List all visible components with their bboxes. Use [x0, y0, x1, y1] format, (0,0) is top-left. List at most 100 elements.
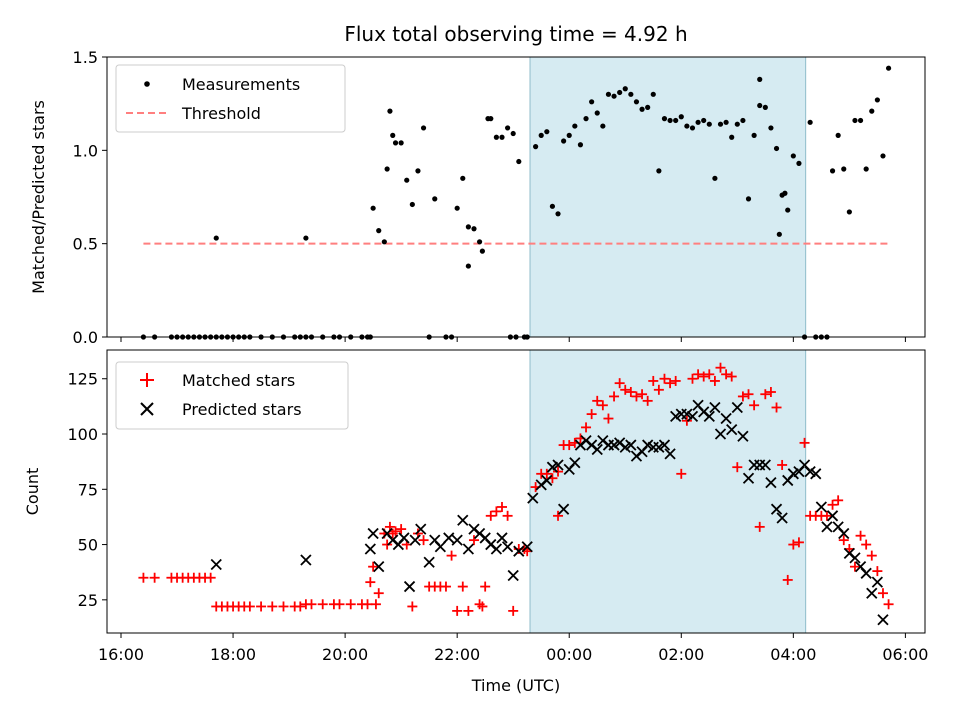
matched-star-point	[687, 373, 698, 384]
measurement-point	[661, 116, 668, 122]
predicted-star-point	[367, 527, 379, 540]
predicted-star-point	[398, 532, 410, 544]
matched-star-point	[620, 384, 631, 395]
matched-star-point	[370, 599, 381, 610]
matched-star-point	[771, 402, 782, 413]
measurement-point	[701, 117, 707, 124]
predicted-star-point	[742, 472, 755, 484]
matched-star-point	[653, 384, 664, 395]
measurement-point	[493, 134, 499, 140]
predicted-star-point	[871, 576, 884, 588]
predicted-star-point	[703, 410, 715, 422]
predicted-star-point	[866, 587, 878, 599]
matched-star-point	[295, 601, 306, 612]
measurement-point	[734, 121, 740, 127]
measurement-point	[667, 117, 673, 124]
matched-star-point	[693, 369, 704, 380]
matched-star-point	[754, 521, 765, 532]
bottom-y-ticks: 25 50 75 100 125	[67, 370, 107, 610]
matched-star-point	[592, 395, 603, 406]
predicted-star-point	[849, 552, 861, 564]
measurement-point	[479, 248, 485, 254]
matched-star-point	[368, 561, 379, 572]
measurement-point	[740, 117, 746, 124]
y-tick-label: 0.5	[73, 235, 98, 254]
measurement-point	[745, 196, 752, 202]
matched-star-point	[866, 550, 877, 561]
measurement-point	[785, 207, 791, 213]
measurement-point	[381, 239, 387, 245]
predicted-star-point	[462, 543, 475, 555]
measurement-point	[504, 125, 511, 131]
matched-star-point	[861, 539, 872, 550]
predicted-star-point	[490, 543, 503, 555]
measurement-point	[857, 117, 864, 124]
predicted-star-point	[521, 541, 533, 553]
x-tick-label: 04:00	[770, 645, 816, 664]
measurement-point	[460, 175, 466, 181]
predicted-star-point	[373, 561, 385, 573]
predicted-star-point	[423, 556, 435, 568]
predicted-star-point	[501, 541, 514, 553]
measurement-point	[684, 123, 690, 129]
predicted-star-point	[658, 439, 671, 451]
matched-star-point	[698, 371, 709, 382]
predicted-star-point	[726, 423, 738, 436]
measurement-point	[841, 166, 847, 172]
bottom-legend-box	[115, 361, 349, 430]
y-tick-label: 50	[78, 536, 98, 555]
measurement-point	[465, 224, 471, 230]
predicted-star-point	[527, 492, 539, 504]
predicted-star-point	[451, 534, 463, 546]
matched-star-point	[362, 599, 373, 610]
x-tick-label: 02:00	[658, 645, 704, 664]
matched-star-point	[267, 601, 278, 612]
top-y-axis-label: Matched/Predicted stars	[29, 100, 48, 294]
matched-star-point	[553, 466, 564, 477]
measurement-point	[790, 153, 796, 159]
measurement-point	[533, 144, 539, 150]
bottom-y-axis-label: Count	[23, 468, 42, 516]
measurement-point	[510, 130, 516, 137]
x-tick-label: 16:00	[98, 645, 144, 664]
measurement-point	[880, 153, 886, 159]
legend-measurements-label: Measurements	[182, 75, 300, 94]
measurement-point	[213, 235, 219, 241]
measurement-point	[656, 168, 662, 174]
measurement-point	[600, 123, 606, 129]
top-y-ticks: 0.0 0.5 1.0 1.5	[73, 48, 107, 347]
matched-star-point	[872, 566, 883, 577]
matched-star-point	[749, 400, 760, 411]
matched-star-point	[715, 362, 726, 373]
predicted-star-point	[496, 532, 508, 544]
matched-star-point	[365, 577, 376, 588]
matched-star-point	[491, 506, 502, 517]
matched-star-point	[496, 501, 507, 512]
matched-star-point	[138, 572, 149, 583]
measurement-point	[846, 209, 852, 215]
matched-star-point	[665, 378, 676, 389]
predicted-star-point	[513, 545, 525, 557]
matched-star-point	[418, 535, 429, 546]
bottom-panel: 16:00 18:00 20:00 22:00 00:00 02:00 04:00 06:00…	[23, 349, 928, 695]
measurement-point	[706, 121, 712, 127]
measurement-point	[639, 106, 645, 112]
measurement-point	[796, 160, 802, 166]
matched-star-point	[541, 468, 552, 479]
matched-star-point	[788, 539, 799, 550]
bottom-axes-frame	[106, 349, 926, 634]
measurement-point	[566, 132, 572, 138]
predicted-star-point	[731, 401, 743, 414]
measurement-point	[555, 211, 561, 217]
legend-measurements-marker	[144, 81, 150, 87]
measurement-point	[628, 91, 634, 97]
matched-star-point	[334, 599, 345, 610]
measurement-point	[807, 119, 813, 125]
matched-star-point	[631, 391, 642, 402]
matched-star-point	[317, 599, 328, 610]
measurement-point	[712, 175, 718, 181]
matched-star-point	[345, 599, 356, 610]
matched-star-point	[732, 462, 743, 473]
measurement-point	[762, 104, 768, 110]
matched-star-point	[446, 550, 457, 561]
